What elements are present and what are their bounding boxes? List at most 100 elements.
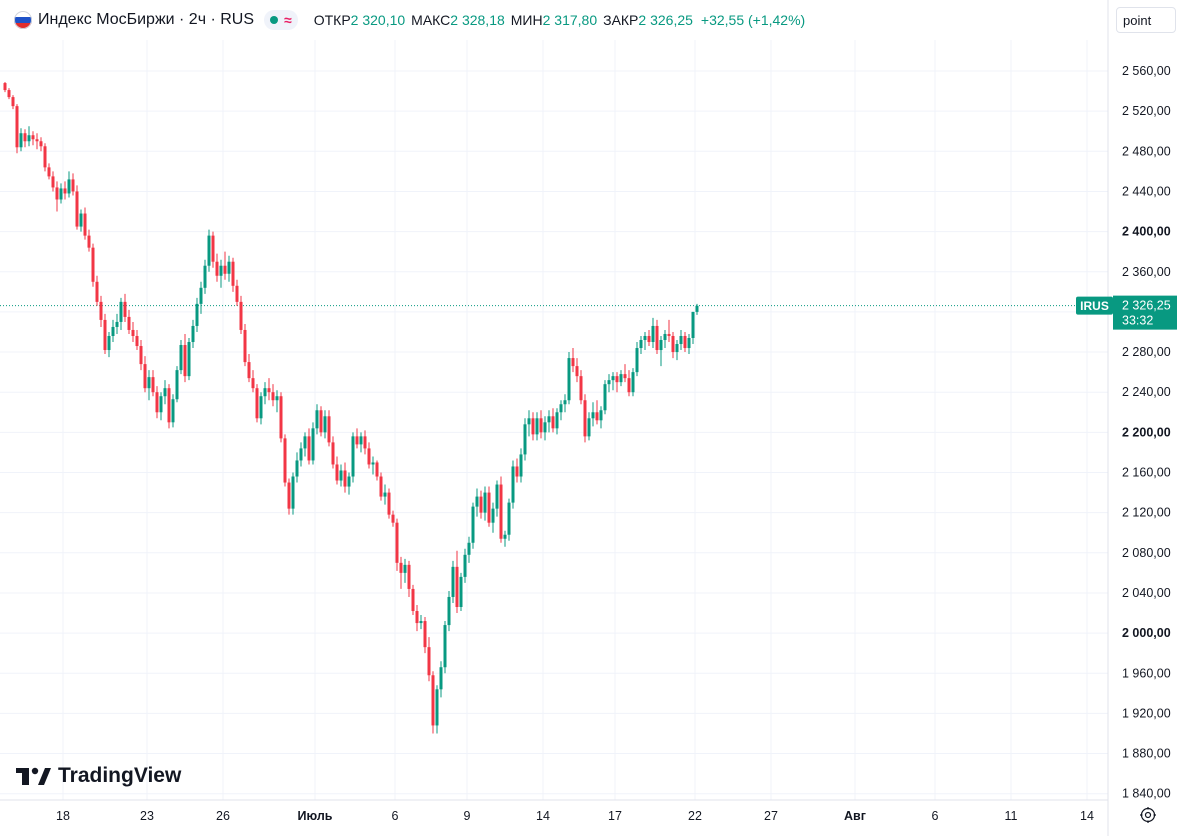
candle-body[interactable] bbox=[255, 388, 259, 419]
candle-body[interactable] bbox=[267, 388, 271, 393]
candle-body[interactable] bbox=[483, 492, 487, 513]
candle-body[interactable] bbox=[339, 470, 343, 481]
candle-body[interactable] bbox=[647, 335, 651, 343]
candle-body[interactable] bbox=[323, 416, 327, 433]
candle-body[interactable] bbox=[375, 462, 379, 477]
candle-body[interactable] bbox=[447, 596, 451, 626]
candle-body[interactable] bbox=[115, 321, 119, 327]
candle-body[interactable] bbox=[499, 484, 503, 539]
candle-body[interactable] bbox=[423, 621, 427, 648]
candle-body[interactable] bbox=[631, 372, 635, 393]
candle-body[interactable] bbox=[7, 90, 11, 98]
candle-body[interactable] bbox=[535, 418, 539, 435]
candle-body[interactable] bbox=[159, 396, 163, 413]
candle-body[interactable] bbox=[63, 188, 67, 194]
candle-body[interactable] bbox=[523, 424, 527, 455]
candle-body[interactable] bbox=[279, 396, 283, 439]
candle-body[interactable] bbox=[59, 188, 63, 200]
candle-body[interactable] bbox=[495, 484, 499, 509]
candle-body[interactable] bbox=[315, 410, 319, 429]
candle-body[interactable] bbox=[87, 235, 91, 248]
candle-body[interactable] bbox=[243, 329, 247, 363]
candle-body[interactable] bbox=[303, 436, 307, 449]
candle-body[interactable] bbox=[283, 438, 287, 483]
candle-body[interactable] bbox=[655, 325, 659, 351]
candle-body[interactable] bbox=[427, 647, 431, 676]
candle-body[interactable] bbox=[451, 566, 455, 597]
candle-body[interactable] bbox=[79, 213, 83, 227]
candle-body[interactable] bbox=[135, 335, 139, 347]
candle-body[interactable] bbox=[235, 285, 239, 302]
candle-body[interactable] bbox=[559, 404, 563, 413]
candle-body[interactable] bbox=[595, 412, 599, 421]
candle-body[interactable] bbox=[547, 416, 551, 423]
candle-body[interactable] bbox=[511, 466, 515, 503]
candle-body[interactable] bbox=[383, 492, 387, 497]
candle-body[interactable] bbox=[603, 384, 607, 411]
candle-body[interactable] bbox=[351, 436, 355, 477]
candle-body[interactable] bbox=[175, 370, 179, 400]
candle-body[interactable] bbox=[515, 466, 519, 477]
candle-body[interactable] bbox=[287, 482, 291, 509]
candle-body[interactable] bbox=[119, 301, 123, 322]
candle-body[interactable] bbox=[15, 106, 19, 148]
candle-body[interactable] bbox=[683, 335, 687, 349]
candle-body[interactable] bbox=[475, 496, 479, 507]
candle-body[interactable] bbox=[83, 213, 87, 236]
candle-body[interactable] bbox=[139, 346, 143, 365]
candle-body[interactable] bbox=[127, 316, 131, 330]
candle-body[interactable] bbox=[167, 388, 171, 423]
candle-body[interactable] bbox=[667, 333, 671, 336]
candle-body[interactable] bbox=[459, 576, 463, 608]
candle-body[interactable] bbox=[443, 625, 447, 668]
candle-body[interactable] bbox=[599, 410, 603, 421]
candle-body[interactable] bbox=[435, 689, 439, 726]
candle-body[interactable] bbox=[155, 392, 159, 413]
candle-body[interactable] bbox=[663, 333, 667, 341]
candle-body[interactable] bbox=[415, 611, 419, 624]
candle-body[interactable] bbox=[439, 667, 443, 690]
candle-body[interactable] bbox=[543, 422, 547, 433]
candle-body[interactable] bbox=[3, 83, 7, 91]
candle-body[interactable] bbox=[371, 462, 375, 465]
candle-body[interactable] bbox=[343, 470, 347, 487]
candle-body[interactable] bbox=[455, 566, 459, 608]
candle-body[interactable] bbox=[187, 342, 191, 377]
candle-body[interactable] bbox=[271, 392, 275, 401]
candle-body[interactable] bbox=[567, 358, 571, 401]
candle-body[interactable] bbox=[403, 564, 407, 573]
candle-body[interactable] bbox=[355, 436, 359, 445]
candle-body[interactable] bbox=[463, 554, 467, 577]
candle-body[interactable] bbox=[27, 135, 31, 142]
candle-body[interactable] bbox=[263, 388, 267, 397]
candle-body[interactable] bbox=[327, 416, 331, 443]
candle-body[interactable] bbox=[95, 281, 99, 302]
candle-body[interactable] bbox=[103, 319, 107, 351]
candle-body[interactable] bbox=[643, 335, 647, 341]
candle-body[interactable] bbox=[679, 335, 683, 345]
candle-body[interactable] bbox=[195, 303, 199, 326]
candle-body[interactable] bbox=[75, 191, 79, 227]
candle-body[interactable] bbox=[571, 358, 575, 367]
candle-body[interactable] bbox=[143, 364, 147, 389]
candle-body[interactable] bbox=[587, 418, 591, 437]
candle-body[interactable] bbox=[171, 399, 175, 423]
candle-body[interactable] bbox=[183, 345, 187, 377]
candle-body[interactable] bbox=[311, 428, 315, 461]
candle-body[interactable] bbox=[407, 564, 411, 589]
candle-body[interactable] bbox=[211, 235, 215, 262]
candle-body[interactable] bbox=[627, 378, 631, 393]
candle-body[interactable] bbox=[551, 416, 555, 429]
candle-body[interactable] bbox=[239, 301, 243, 330]
candle-body[interactable] bbox=[675, 344, 679, 353]
candle-body[interactable] bbox=[555, 412, 559, 429]
candle-body[interactable] bbox=[39, 141, 43, 147]
candle-body[interactable] bbox=[179, 345, 183, 371]
candle-body[interactable] bbox=[639, 340, 643, 349]
candle-body[interactable] bbox=[419, 621, 423, 624]
candle-body[interactable] bbox=[67, 179, 71, 194]
candle-body[interactable] bbox=[503, 534, 507, 539]
candle-body[interactable] bbox=[527, 418, 531, 425]
candle-body[interactable] bbox=[247, 362, 251, 379]
candle-body[interactable] bbox=[291, 476, 295, 509]
